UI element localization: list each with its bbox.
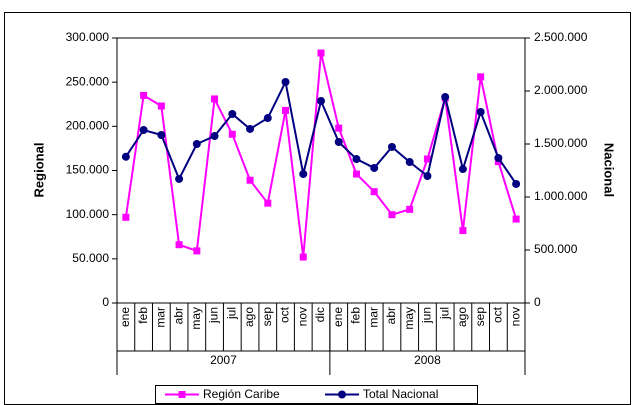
- marker: [387, 142, 396, 151]
- y2-tick-label: 500.000: [534, 242, 578, 256]
- x-tick-label: sep: [260, 307, 274, 327]
- y-axis-title: Regional: [31, 143, 46, 198]
- marker: [246, 176, 254, 184]
- x-tick-label: ago: [455, 307, 469, 327]
- marker: [210, 132, 219, 141]
- y-tick-label: 50.000: [72, 251, 109, 265]
- legend-marker: [178, 391, 186, 398]
- marker: [299, 253, 307, 261]
- marker: [139, 126, 148, 135]
- marker: [140, 91, 148, 99]
- marker: [388, 211, 396, 219]
- series-line: [124, 52, 518, 258]
- x-tick-label: jul: [437, 307, 451, 320]
- marker: [334, 137, 343, 146]
- marker: [122, 213, 130, 221]
- x-tick-label: ene: [118, 307, 132, 327]
- marker: [370, 163, 379, 172]
- marker: [264, 199, 272, 207]
- marker: [352, 155, 361, 164]
- y2-tick-label: 0: [534, 295, 541, 309]
- marker: [121, 152, 130, 161]
- legend-label: Total Nacional: [363, 387, 438, 401]
- marker: [175, 174, 184, 183]
- y-tick-label: 100.000: [66, 207, 110, 221]
- legend-marker: [338, 390, 346, 399]
- x-tick-label: jun: [207, 307, 221, 324]
- x-tick-label: jun: [420, 307, 434, 324]
- x-tick-label: may: [402, 307, 416, 330]
- x-tick-label: mar: [154, 307, 168, 328]
- x-tick-label: abr: [384, 307, 398, 324]
- group-label: 2007: [210, 353, 237, 367]
- marker: [459, 227, 467, 235]
- x-tick-label: feb: [136, 307, 150, 324]
- legend-label: Región Caribe: [203, 387, 280, 401]
- x-tick-label: sep: [473, 307, 487, 327]
- x-tick-label: nov: [508, 307, 522, 326]
- marker: [352, 170, 360, 178]
- marker: [406, 205, 414, 213]
- y-tick-label: 250.000: [66, 74, 110, 88]
- x-tick-label: ene: [331, 307, 345, 327]
- marker: [299, 169, 308, 178]
- x-tick-label: ago: [242, 307, 256, 327]
- marker: [370, 188, 378, 196]
- marker: [157, 102, 165, 110]
- marker: [405, 158, 414, 167]
- x-tick-label: feb: [349, 307, 363, 324]
- x-tick-label: may: [189, 307, 203, 330]
- marker: [477, 73, 485, 81]
- marker: [246, 124, 255, 133]
- y-tick-label: 150.000: [66, 163, 110, 177]
- y2-tick-label: 2.500.000: [534, 30, 588, 44]
- y-tick-label: 0: [102, 295, 109, 309]
- y-tick-label: 300.000: [66, 30, 110, 44]
- marker: [494, 153, 503, 162]
- y2-tick-label: 1.000.000: [534, 189, 588, 203]
- marker: [192, 140, 201, 148]
- marker: [512, 215, 520, 223]
- marker: [335, 124, 343, 132]
- x-tick-label: jul: [224, 307, 238, 320]
- marker: [317, 96, 325, 105]
- y-tick-label: 200.000: [66, 119, 110, 133]
- x-tick-label: oct: [491, 306, 505, 323]
- y2-tick-label: 2.000.000: [534, 83, 588, 97]
- x-tick-label: nov: [295, 307, 309, 326]
- y2-tick-label: 1.500.000: [534, 136, 588, 150]
- marker: [281, 77, 290, 86]
- marker: [157, 130, 166, 139]
- marker: [476, 107, 485, 116]
- marker: [175, 241, 183, 249]
- marker: [458, 165, 467, 174]
- x-tick-label: dic: [313, 307, 327, 322]
- marker: [228, 110, 237, 119]
- marker: [263, 114, 272, 123]
- x-tick-label: abr: [171, 307, 185, 324]
- marker: [282, 106, 290, 114]
- y2-axis-title: Nacional: [602, 143, 617, 197]
- group-label: 2008: [414, 353, 441, 367]
- marker: [423, 172, 432, 181]
- legend-box: [155, 385, 478, 404]
- marker: [211, 95, 219, 103]
- marker: [423, 155, 431, 163]
- marker: [193, 247, 201, 255]
- marker: [441, 93, 450, 102]
- marker: [228, 130, 236, 138]
- x-tick-label: mar: [366, 307, 380, 328]
- marker: [512, 179, 521, 188]
- x-tick-label: oct: [278, 306, 292, 323]
- marker: [317, 49, 325, 57]
